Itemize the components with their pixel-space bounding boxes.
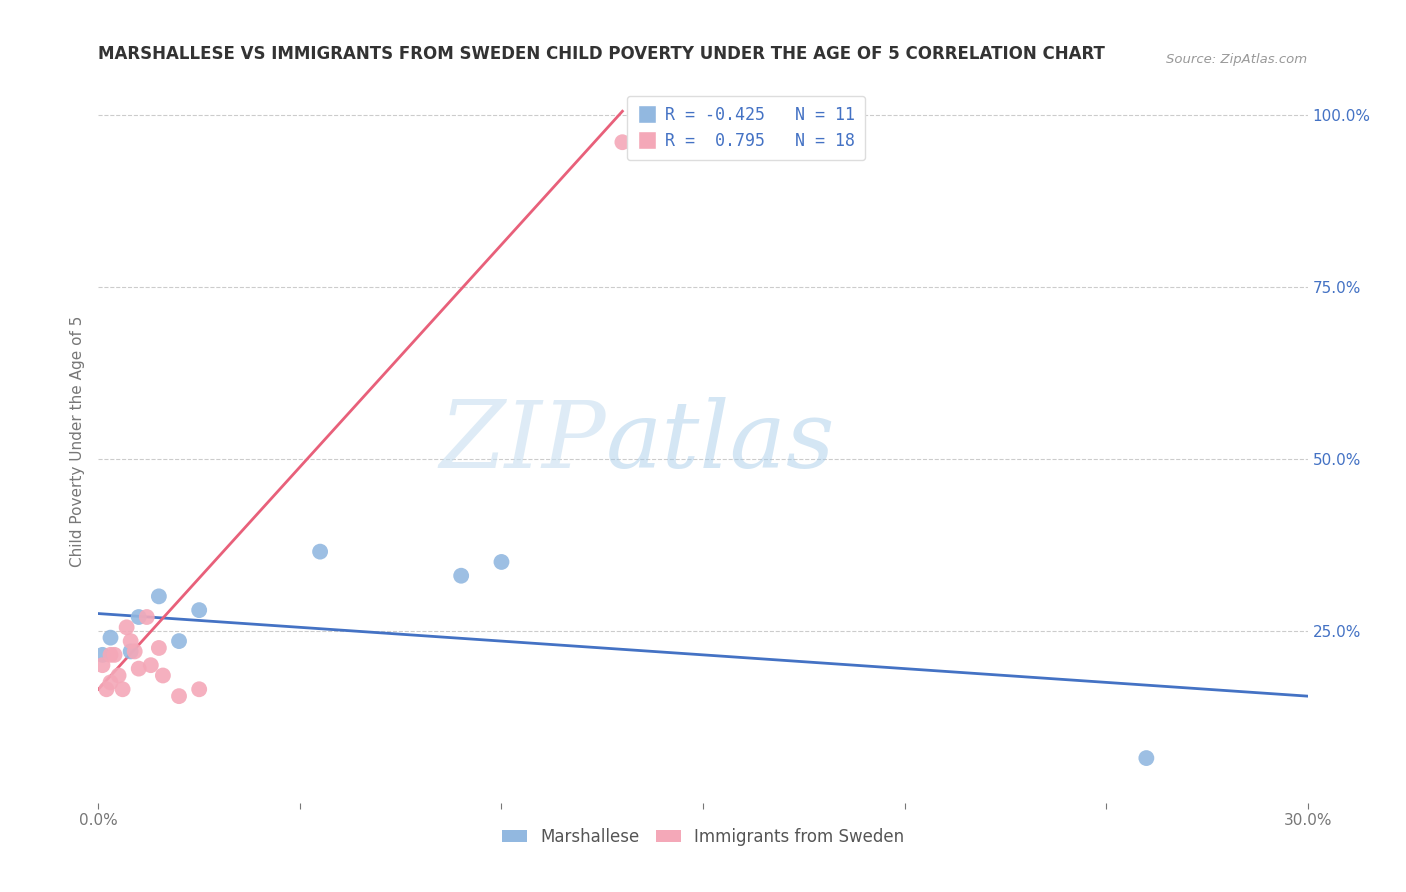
- Point: [124, 644, 146, 658]
- Y-axis label: Child Poverty Under the Age of 5: Child Poverty Under the Age of 5: [69, 316, 84, 567]
- Point: [491, 555, 513, 569]
- Point: [91, 658, 114, 673]
- Point: [148, 640, 170, 655]
- Point: [188, 682, 211, 697]
- Point: [1135, 751, 1157, 765]
- Point: [115, 620, 138, 634]
- Point: [91, 648, 114, 662]
- Point: [167, 689, 190, 703]
- Point: [152, 668, 174, 682]
- Text: ZIP: ZIP: [440, 397, 606, 486]
- Point: [450, 568, 472, 582]
- Point: [100, 648, 122, 662]
- Point: [100, 631, 122, 645]
- Text: atlas: atlas: [606, 397, 835, 486]
- Point: [96, 682, 118, 697]
- Text: MARSHALLESE VS IMMIGRANTS FROM SWEDEN CHILD POVERTY UNDER THE AGE OF 5 CORRELATI: MARSHALLESE VS IMMIGRANTS FROM SWEDEN CH…: [98, 45, 1105, 63]
- Legend: Marshallese, Immigrants from Sweden: Marshallese, Immigrants from Sweden: [495, 821, 911, 852]
- Point: [139, 658, 162, 673]
- Point: [111, 682, 134, 697]
- Point: [148, 590, 170, 604]
- Text: Source: ZipAtlas.com: Source: ZipAtlas.com: [1167, 53, 1308, 66]
- Point: [135, 610, 157, 624]
- Point: [188, 603, 211, 617]
- Point: [100, 675, 122, 690]
- Point: [309, 544, 332, 558]
- Point: [103, 648, 125, 662]
- Point: [167, 634, 190, 648]
- Point: [120, 644, 142, 658]
- Point: [128, 662, 150, 676]
- Point: [128, 610, 150, 624]
- Point: [120, 634, 142, 648]
- Point: [107, 668, 129, 682]
- Point: [612, 135, 634, 149]
